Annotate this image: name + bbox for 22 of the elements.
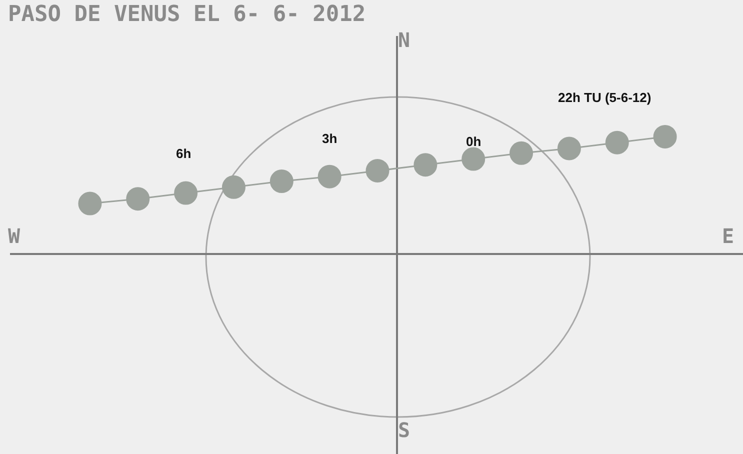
point (366, 158, 390, 182)
text: W (8, 224, 20, 248)
text: 22h TU (5-6-12) (558, 90, 652, 105)
point (605, 130, 629, 154)
text: N (398, 28, 410, 52)
point (222, 175, 246, 199)
annotation: 0h (466, 134, 482, 149)
point (78, 192, 102, 216)
point (174, 181, 198, 205)
annotation: 3h (322, 131, 338, 146)
text: S (398, 418, 410, 442)
point (462, 147, 486, 171)
annotation: 6h (176, 146, 192, 161)
point (126, 187, 150, 211)
point (318, 164, 342, 188)
point (557, 136, 581, 160)
point (653, 124, 677, 148)
point (270, 170, 294, 194)
chart-title: PASO DE VENUS EL 6- 6- 2012 (8, 2, 366, 27)
point (510, 141, 534, 165)
text: E (722, 224, 734, 248)
point (414, 153, 438, 177)
